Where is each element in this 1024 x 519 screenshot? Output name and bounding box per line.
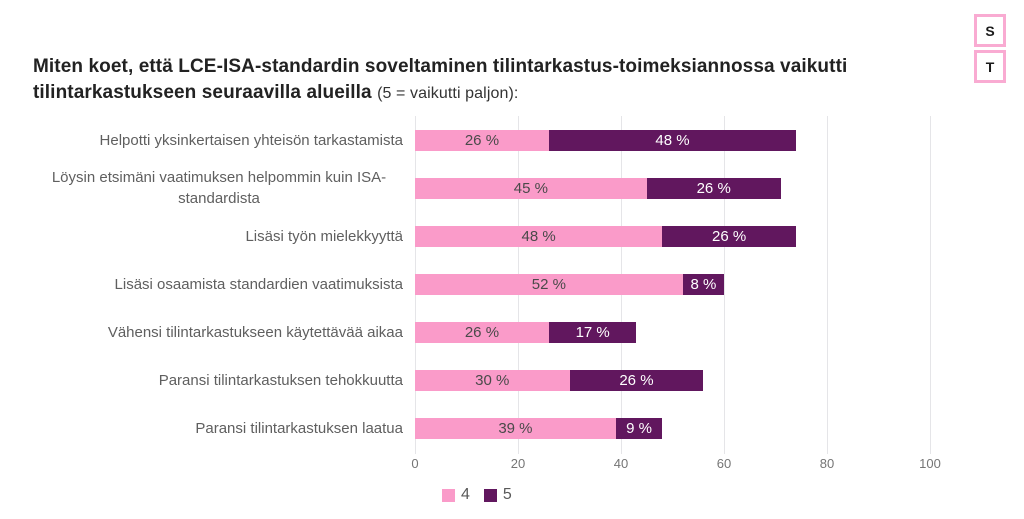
bar-segment-series-5: 26 % <box>569 369 704 391</box>
category-label: Helpotti yksinkertaisen yhteisön tarkast… <box>99 131 403 149</box>
legend-label: 4 <box>461 486 470 503</box>
category-cell: Vähensi tilintarkastukseen käytettävää a… <box>33 322 403 343</box>
category-label: Lisäsi työn mielekkyyttä <box>245 227 403 245</box>
x-axis-tick-label: 60 <box>716 456 732 471</box>
category-label: Lisäsi osaamista standardien vaatimuksis… <box>114 275 403 293</box>
x-axis-tick-label: 100 <box>919 456 941 471</box>
bar-value-label: 8 % <box>690 275 717 293</box>
gridline-60 <box>724 116 725 454</box>
bar-segment-series-5: 48 % <box>548 129 797 151</box>
logo-letter-t: T <box>974 50 1006 83</box>
bar-row: Löysin etsimäni vaatimuksen helpommin ku… <box>33 164 930 212</box>
category-cell: Helpotti yksinkertaisen yhteisön tarkast… <box>33 130 403 151</box>
legend-swatch <box>483 488 497 502</box>
bar-row: Helpotti yksinkertaisen yhteisön tarkast… <box>33 116 930 164</box>
bar-segment-series-5: 26 % <box>662 225 797 247</box>
bar-segment-series-4: 48 % <box>415 225 663 247</box>
bar-value-label: 26 % <box>464 323 500 341</box>
category-cell: Lisäsi osaamista standardien vaatimuksis… <box>33 274 403 295</box>
category-cell: Paransi tilintarkastuksen tehokkuutta <box>33 370 403 391</box>
bar-track: 45 % 26 % <box>415 177 930 199</box>
legend-label: 5 <box>502 486 512 503</box>
x-axis: 0 20 40 60 80 100 <box>0 456 1024 474</box>
bar-track: 26 % 48 % <box>415 129 930 151</box>
st-logo: S T <box>974 14 1006 86</box>
category-label: Paransi tilintarkastuksen tehokkuutta <box>158 371 403 389</box>
bar-value-label: 48 % <box>521 227 556 245</box>
bar-segment-series-5: 8 % <box>682 273 724 295</box>
chart-title-note: (5 = vaikutti paljon): <box>377 85 519 102</box>
bar-value-label: 26 % <box>464 131 500 149</box>
legend-swatch <box>442 488 455 502</box>
category-cell: Lisäsi työn mielekkyyttä <box>33 226 403 247</box>
x-axis-tick-label: 0 <box>411 456 419 471</box>
x-axis-tick-label: 80 <box>819 456 835 471</box>
bar-value-label: 48 % <box>655 131 690 149</box>
bar-row: Vähensi tilintarkastukseen käytettävää a… <box>33 308 930 356</box>
x-axis-tick-label: 40 <box>613 456 629 471</box>
logo-letter-s: S <box>974 14 1006 47</box>
chart-title-main: Miten koet, että LCE-ISA-standardin sove… <box>33 56 848 103</box>
bar-track: 26 % 17 % <box>415 321 930 343</box>
bar-segment-series-4: 26 % <box>415 129 549 151</box>
legend-item-5: 5 <box>483 486 512 504</box>
bar-track: 39 % 9 % <box>415 417 930 439</box>
bar-row: Paransi tilintarkastuksen tehokkuutta 30 … <box>33 356 930 404</box>
bar-segment-series-5: 9 % <box>615 417 663 439</box>
bar-row: Paransi tilintarkastuksen laatua 39 % 9 % <box>33 404 930 452</box>
bar-track: 30 % 26 % <box>415 369 930 391</box>
bar-segment-series-4: 30 % <box>415 369 570 391</box>
bar-rows: Helpotti yksinkertaisen yhteisön tarkast… <box>33 116 930 452</box>
bar-segment-series-4: 52 % <box>415 273 683 295</box>
bar-segment-series-5: 26 % <box>646 177 781 199</box>
x-axis-tick-label: 20 <box>510 456 526 471</box>
gridline-80 <box>827 116 828 454</box>
bar-value-label: 30 % <box>475 371 510 389</box>
bar-value-label: 26 % <box>712 227 747 245</box>
chart-title: Miten koet, että LCE-ISA-standardin sove… <box>33 54 943 107</box>
bar-value-label: 9 % <box>626 419 652 437</box>
bar-row: Lisäsi osaamista standardien vaatimuksis… <box>33 260 930 308</box>
bar-segment-series-4: 39 % <box>415 417 616 439</box>
bar-segment-series-4: 26 % <box>415 321 549 343</box>
bar-value-label: 26 % <box>696 179 731 197</box>
category-label: Löysin etsimäni vaatimuksen helpommin ku… <box>51 169 387 207</box>
bar-track: 48 % 26 % <box>415 225 930 247</box>
category-label: Paransi tilintarkastuksen laatua <box>195 419 403 437</box>
bar-value-label: 52 % <box>531 275 566 293</box>
legend-item-4: 4 <box>442 486 470 504</box>
bar-segment-series-4: 45 % <box>415 177 647 199</box>
category-label: Vähensi tilintarkastukseen käytettävää a… <box>107 323 403 341</box>
bar-value-label: 39 % <box>498 419 533 437</box>
bar-value-label: 45 % <box>513 179 548 197</box>
bar-value-label: 17 % <box>575 323 610 341</box>
bar-row: Lisäsi työn mielekkyyttä 48 % 26 % <box>33 212 930 260</box>
category-cell: Löysin etsimäni vaatimuksen helpommin ku… <box>33 167 403 209</box>
category-cell: Paransi tilintarkastuksen laatua <box>33 418 403 439</box>
bar-segment-series-5: 17 % <box>548 321 637 343</box>
bar-value-label: 26 % <box>619 371 654 389</box>
gridline-100 <box>930 116 931 454</box>
bar-track: 52 % 8 % <box>415 273 930 295</box>
